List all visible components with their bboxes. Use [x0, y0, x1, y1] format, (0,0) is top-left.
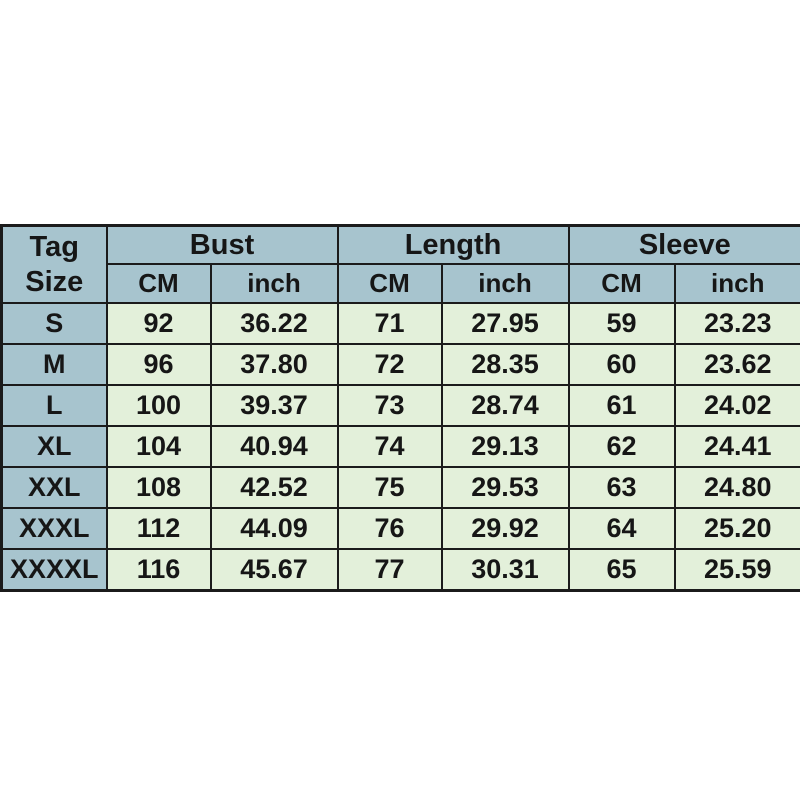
length-cm-cell: 72: [336, 343, 443, 386]
size-cell: XL: [0, 425, 108, 468]
length-inch-cell: 29.92: [440, 507, 570, 550]
length-inch-cell: 28.74: [440, 384, 570, 427]
length-cm-cell: 71: [336, 302, 443, 345]
bust-cm-cell: 92: [105, 302, 212, 345]
length-cm-cell: 77: [336, 548, 443, 592]
group-header-bust: Bust: [105, 224, 339, 265]
size-cell: XXL: [0, 466, 108, 509]
bust-cm-header: CM: [105, 263, 212, 304]
table-row: XL 104 40.94 74 29.13 62 24.41: [0, 425, 800, 468]
table-row: XXXXL 116 45.67 77 30.31 65 25.59: [0, 548, 800, 592]
length-inch-cell: 27.95: [440, 302, 570, 345]
sleeve-cm-cell: 62: [567, 425, 676, 468]
sleeve-cm-cell: 59: [567, 302, 676, 345]
bust-cm-cell: 104: [105, 425, 212, 468]
length-inch-cell: 29.13: [440, 425, 570, 468]
size-cell: XXXL: [0, 507, 108, 550]
sleeve-cm-cell: 63: [567, 466, 676, 509]
table-row: S 92 36.22 71 27.95 59 23.23: [0, 302, 800, 345]
length-cm-cell: 76: [336, 507, 443, 550]
bust-inch-cell: 42.52: [209, 466, 339, 509]
sleeve-cm-cell: 65: [567, 548, 676, 592]
bust-cm-cell: 116: [105, 548, 212, 592]
sleeve-inch-cell: 25.20: [673, 507, 800, 550]
bust-inch-cell: 44.09: [209, 507, 339, 550]
sleeve-cm-cell: 61: [567, 384, 676, 427]
group-header-sleeve: Sleeve: [567, 224, 800, 265]
length-inch-cell: 30.31: [440, 548, 570, 592]
bust-inch-cell: 36.22: [209, 302, 339, 345]
sub-header-row: CM inch CM inch CM inch: [2, 263, 800, 304]
sleeve-cm-cell: 64: [567, 507, 676, 550]
size-cell: L: [0, 384, 108, 427]
length-cm-cell: 73: [336, 384, 443, 427]
sleeve-inch-cell: 25.59: [673, 548, 800, 592]
size-cell: S: [0, 302, 108, 345]
size-chart-table: Tag Size Bust Length Sleeve CM inch CM i…: [0, 224, 800, 592]
bust-cm-cell: 96: [105, 343, 212, 386]
bust-inch-cell: 37.80: [209, 343, 339, 386]
sleeve-inch-cell: 24.02: [673, 384, 800, 427]
size-cell: M: [0, 343, 108, 386]
sleeve-inch-cell: 24.80: [673, 466, 800, 509]
tag-size-line2: Size: [25, 265, 84, 298]
length-inch-header: inch: [440, 263, 570, 304]
bust-inch-header: inch: [209, 263, 339, 304]
table-row: M 96 37.80 72 28.35 60 23.62: [0, 343, 800, 386]
sleeve-inch-cell: 24.41: [673, 425, 800, 468]
table-row: XXL 108 42.52 75 29.53 63 24.80: [0, 466, 800, 509]
length-cm-cell: 75: [336, 466, 443, 509]
sleeve-inch-header: inch: [673, 263, 800, 304]
bust-cm-cell: 100: [105, 384, 212, 427]
sleeve-cm-cell: 60: [567, 343, 676, 386]
tag-size-line1: Tag: [29, 230, 79, 263]
bust-cm-cell: 112: [105, 507, 212, 550]
table-row: L 100 39.37 73 28.74 61 24.02: [0, 384, 800, 427]
bust-inch-cell: 45.67: [209, 548, 339, 592]
tag-size-header: Tag Size: [0, 224, 108, 304]
size-cell: XXXXL: [0, 548, 108, 592]
length-inch-cell: 28.35: [440, 343, 570, 386]
table-row: XXXL 112 44.09 76 29.92 64 25.20: [0, 507, 800, 550]
length-cm-header: CM: [336, 263, 443, 304]
length-inch-cell: 29.53: [440, 466, 570, 509]
sleeve-inch-cell: 23.62: [673, 343, 800, 386]
bust-inch-cell: 40.94: [209, 425, 339, 468]
group-header-row: Tag Size Bust Length Sleeve: [0, 224, 800, 304]
sleeve-inch-cell: 23.23: [673, 302, 800, 345]
bust-cm-cell: 108: [105, 466, 212, 509]
sleeve-cm-header: CM: [567, 263, 676, 304]
group-header-length: Length: [336, 224, 570, 265]
bust-inch-cell: 39.37: [209, 384, 339, 427]
length-cm-cell: 74: [336, 425, 443, 468]
